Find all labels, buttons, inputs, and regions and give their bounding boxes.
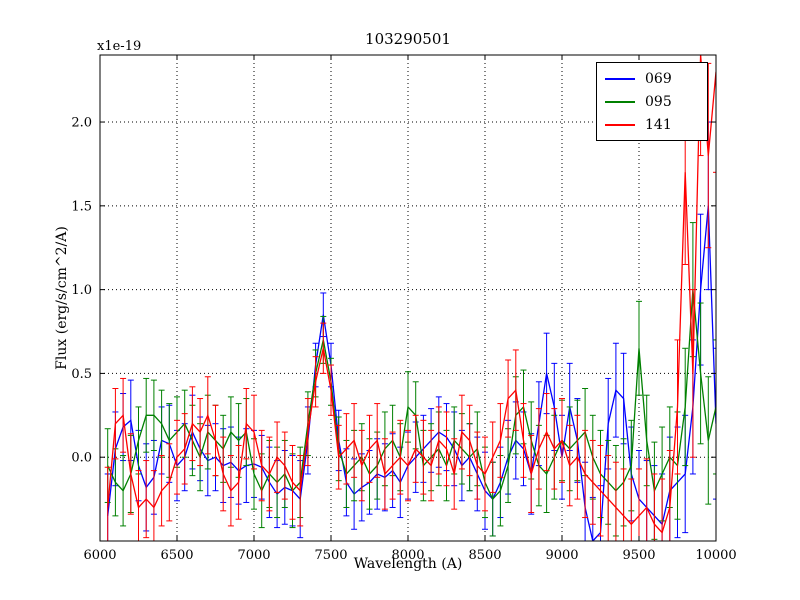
x-tick-label: 6500 — [160, 548, 193, 563]
y-axis-label: Flux (erg/s/cm^2/A) — [54, 226, 70, 370]
legend-line-sample-red — [605, 123, 635, 126]
y-tick-label: 1.5 — [71, 199, 92, 214]
legend-entry-069: 069 — [605, 67, 699, 90]
y-tick-label: 0.5 — [71, 367, 92, 382]
x-tick-label: 10000 — [695, 548, 736, 563]
y-tick-label: 0.0 — [71, 451, 92, 466]
y-tick-label: 2.0 — [71, 116, 92, 131]
legend: 069 095 141 — [596, 62, 708, 141]
series-095 — [104, 222, 716, 540]
x-tick-label: 7000 — [237, 548, 270, 563]
x-axis-label-text: Wavelength (A) — [353, 556, 463, 572]
y-tick-label: 1.0 — [71, 283, 92, 298]
plot-title: 103290501 — [0, 30, 800, 48]
legend-entry-141: 141 — [605, 113, 699, 136]
legend-label: 095 — [645, 93, 672, 110]
legend-label: 069 — [645, 70, 672, 87]
x-tick-label: 9000 — [545, 548, 578, 563]
x-tick-label: 6000 — [83, 548, 116, 563]
series-069 — [104, 121, 716, 541]
series-line-069 — [107, 205, 716, 541]
legend-entry-095: 095 — [605, 90, 699, 113]
legend-line-sample-green — [605, 100, 635, 103]
series-line-095 — [107, 289, 716, 501]
legend-line-sample-blue — [605, 77, 635, 80]
series-line-141 — [107, 55, 716, 534]
x-tick-label: 8500 — [468, 548, 501, 563]
x-axis-label: Wavelength (A) — [0, 556, 800, 572]
x-tick-label: 9500 — [622, 548, 655, 563]
legend-label: 141 — [645, 116, 672, 133]
x-tick-label: 8000 — [391, 548, 424, 563]
y-axis-offset-label: x1e-19 — [97, 39, 142, 54]
x-tick-label: 7500 — [314, 548, 347, 563]
plot-title-text: 103290501 — [365, 30, 451, 48]
